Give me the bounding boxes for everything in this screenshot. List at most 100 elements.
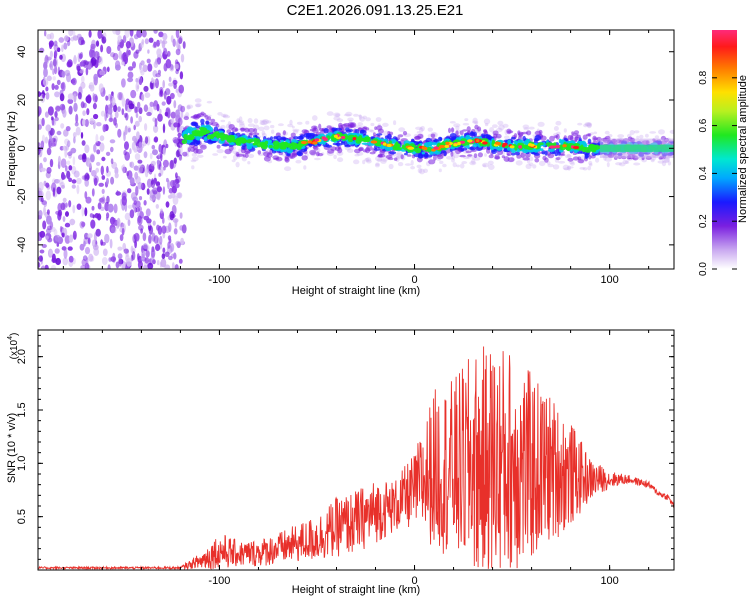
- noise-dot: [45, 190, 51, 201]
- spectrogram-peak: [562, 144, 567, 148]
- noise-dot: [133, 232, 140, 242]
- spectrogram-cell: [338, 122, 343, 129]
- noise-dot: [91, 205, 95, 211]
- noise-dot: [146, 58, 151, 64]
- noise-dot: [130, 245, 134, 254]
- spectrogram-cell: [312, 115, 318, 121]
- noise-dot: [129, 177, 135, 185]
- spectrogram-cell: [522, 124, 530, 129]
- spectrogram-cell: [469, 161, 477, 166]
- noise-dot: [170, 92, 175, 100]
- noise-dot: [61, 246, 67, 251]
- spectrogram-cell: [362, 149, 368, 153]
- spectrogram-cell: [362, 159, 366, 165]
- spectrogram-cell: [268, 144, 273, 149]
- spectrogram-cell: [291, 125, 295, 129]
- noise-dot: [52, 57, 59, 68]
- noise-dot: [145, 208, 151, 217]
- spectrogram-cell: [669, 129, 674, 134]
- noise-dot: [138, 224, 144, 231]
- noise-dot: [61, 44, 64, 53]
- spectrogram-peak: [323, 137, 328, 141]
- noise-dot: [144, 38, 149, 45]
- spectrogram-cell: [629, 130, 635, 135]
- spectrogram-cell: [393, 120, 397, 126]
- spectrogram-cell: [258, 126, 265, 131]
- spectrogram-peak: [467, 139, 473, 143]
- spectrogram-cell: [538, 160, 546, 167]
- spectrogram-peak: [453, 143, 458, 147]
- spectrogram-cell: [555, 157, 561, 161]
- noise-dot: [159, 39, 163, 44]
- noise-dot: [152, 79, 157, 84]
- noise-dot: [162, 247, 166, 253]
- noise-dot: [155, 73, 162, 78]
- noise-dot: [46, 167, 52, 174]
- spectrogram-cell: [247, 117, 253, 124]
- spectrogram-frame: [37, 29, 675, 270]
- noise-dot: [48, 40, 55, 47]
- noise-dot: [91, 39, 96, 50]
- spectrogram-cell: [270, 136, 273, 140]
- noise-dot: [106, 46, 112, 54]
- spectrogram-cell: [256, 141, 262, 148]
- noise-dot: [181, 224, 187, 234]
- noise-dot: [106, 165, 109, 174]
- noise-dot: [42, 93, 45, 99]
- spectrogram-cell: [579, 167, 585, 170]
- noise-dot: [147, 49, 150, 54]
- spectrogram-cell: [249, 132, 255, 136]
- noise-dot: [171, 185, 177, 194]
- noise-dot: [175, 150, 180, 158]
- spectrogram-cell: [593, 131, 598, 135]
- spectrogram-cell: [291, 153, 298, 158]
- spectrogram-cell: [544, 150, 548, 156]
- spectrogram-cell: [387, 133, 392, 140]
- noise-dot: [159, 86, 164, 94]
- spectrogram-cell: [450, 151, 454, 157]
- spectrogram-cell: [483, 134, 491, 137]
- noise-dot: [72, 132, 77, 138]
- spectrogram-cell: [483, 118, 491, 125]
- spectrogram-cell: [261, 143, 266, 147]
- noise-dot: [142, 232, 147, 242]
- spectrogram-cell: [464, 118, 469, 122]
- noise-dot: [57, 202, 62, 212]
- spectrogram-cell: [186, 105, 191, 110]
- noise-dot: [116, 190, 119, 196]
- noise-dot: [112, 52, 119, 61]
- noise-dot: [75, 126, 81, 136]
- noise-dot: [97, 202, 102, 210]
- noise-dot: [168, 222, 172, 233]
- spectrogram-cell: [523, 127, 530, 131]
- noise-dot: [121, 227, 125, 236]
- noise-dot: [121, 97, 126, 107]
- spectrogram-cell: [584, 122, 591, 127]
- noise-dot: [78, 53, 83, 60]
- noise-dot: [116, 217, 121, 228]
- spectrogram-cell: [589, 163, 593, 167]
- spectrogram-xlabel: Height of straight line (km): [292, 285, 420, 297]
- noise-dot: [148, 225, 154, 235]
- spectrogram-cell: [511, 152, 516, 156]
- noise-dot: [102, 124, 107, 133]
- noise-dot: [81, 258, 87, 266]
- noise-dot: [110, 256, 117, 262]
- noise-dot: [64, 35, 69, 42]
- noise-dot: [127, 77, 134, 83]
- spectrogram-cell: [261, 130, 266, 136]
- spectrogram-cell: [395, 146, 402, 150]
- spectrogram-cell: [466, 126, 471, 133]
- noise-dot: [38, 142, 41, 147]
- spectrogram-cell: [270, 124, 275, 129]
- noise-dot: [165, 143, 169, 149]
- noise-dot: [80, 81, 86, 89]
- noise-dot: [115, 64, 121, 71]
- spectrogram-cell: [347, 122, 355, 128]
- y-tick-label: 1.0: [16, 456, 28, 471]
- figure-title: C2E1.2026.091.13.25.E21: [286, 2, 464, 19]
- noise-dot: [71, 77, 77, 86]
- noise-dot: [178, 37, 183, 45]
- spectrogram-cell: [465, 150, 472, 154]
- spectrogram-cell: [504, 135, 510, 140]
